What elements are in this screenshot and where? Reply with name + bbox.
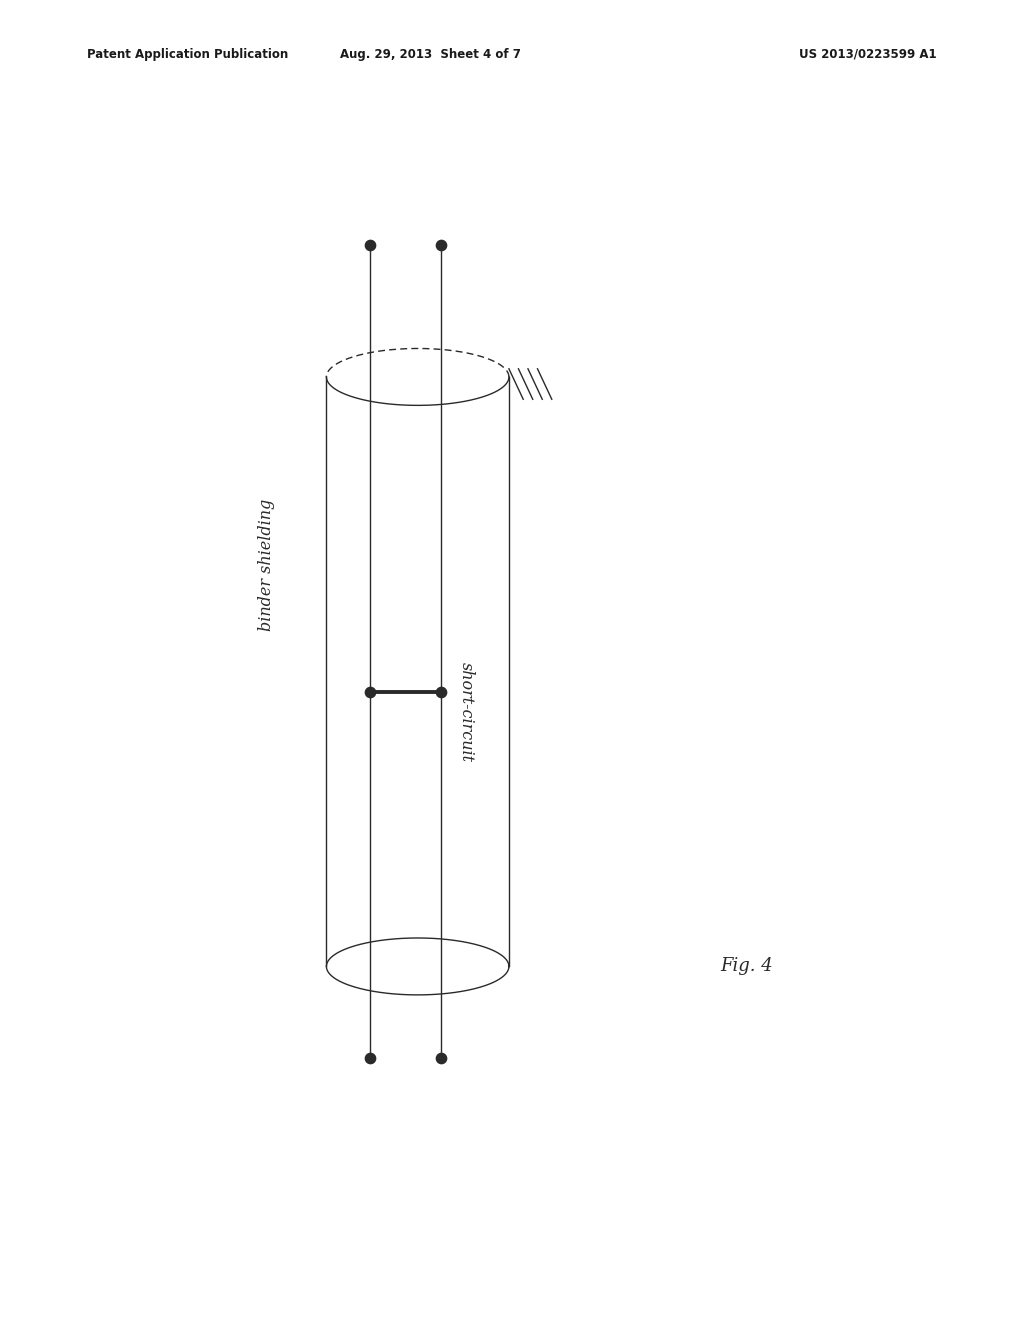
- Text: Aug. 29, 2013  Sheet 4 of 7: Aug. 29, 2013 Sheet 4 of 7: [340, 48, 520, 61]
- Text: US 2013/0223599 A1: US 2013/0223599 A1: [800, 48, 937, 61]
- Text: Fig. 4: Fig. 4: [721, 957, 773, 975]
- Point: [361, 1047, 378, 1068]
- Point: [433, 234, 450, 255]
- Text: Patent Application Publication: Patent Application Publication: [87, 48, 289, 61]
- Point: [433, 681, 450, 702]
- Text: binder shielding: binder shielding: [258, 499, 275, 631]
- Point: [361, 681, 378, 702]
- Text: short-circuit: short-circuit: [458, 663, 474, 763]
- Point: [433, 1047, 450, 1068]
- Point: [361, 234, 378, 255]
